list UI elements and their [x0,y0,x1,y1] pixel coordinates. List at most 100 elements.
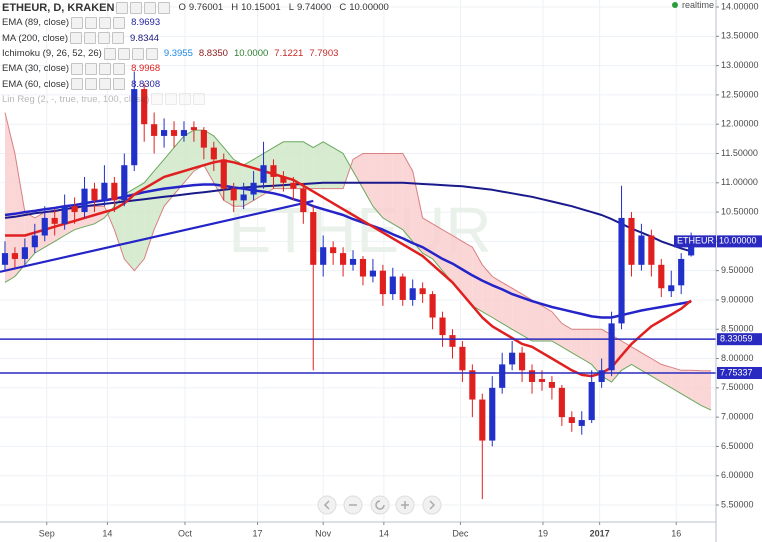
indicator-value: 7.7903 [309,48,339,60]
indicator-name: EMA (30, close) [2,63,70,75]
y-tick-label: 7.00000 [721,412,754,422]
legend-button[interactable] [70,32,82,45]
legend-row: Ichimoku (9, 26, 52, 26) 9.3955 8.8350 10.0… [2,46,389,61]
legend-button[interactable] [103,47,116,60]
scroll-right[interactable] [422,495,442,515]
cloud-segment [492,276,503,324]
candle-body [320,247,327,265]
indicator-value: 10.0000 [233,48,269,60]
y-tick-label: 6.50000 [721,441,754,451]
indicator-name: Lin Reg (2, -, true, true, 100, close) [2,93,150,105]
candle-body [141,89,148,125]
legend-button[interactable] [99,16,112,29]
legend-button[interactable] [113,62,126,75]
navigation-buttons [317,495,442,515]
candle-body [280,176,287,183]
cloud-segment [641,352,652,377]
x-tick-label: Oct [178,528,193,538]
legend-button[interactable] [113,78,126,91]
zoom-in[interactable] [395,495,415,515]
candle-body [230,188,237,201]
legend-button[interactable] [131,47,144,60]
cloud-segment [164,147,175,207]
candle-body [578,420,585,426]
candle-body [260,165,267,183]
candle-body [538,379,546,382]
candle-body [71,206,78,213]
x-tick-label: Sep [39,528,55,538]
legend-button[interactable] [130,1,143,14]
candle-body [1,253,9,265]
candle-body [51,217,58,224]
indicator-name: MA (200, close) [2,32,68,44]
cloud-segment [512,288,523,336]
candle-body [11,253,18,259]
candle-body [608,323,615,371]
candle-body [389,276,396,295]
candle-body [449,335,456,347]
cloud-span-b [4,112,711,372]
legend-button[interactable] [112,32,124,45]
legend-button[interactable] [84,32,96,45]
x-tick-label: 14 [379,528,389,538]
legend-button[interactable] [99,62,112,75]
legend-button[interactable] [113,16,126,29]
cloud-segment [691,370,702,406]
legend-button[interactable] [71,16,84,29]
legend-button[interactable] [151,93,164,106]
candle-body [270,165,277,177]
candle-body [519,352,526,371]
legend-button[interactable] [85,16,98,29]
cloud-segment [452,235,463,295]
scroll-left[interactable] [317,495,337,515]
y-tick-label: 9.50000 [721,265,754,275]
candle-body [290,182,297,189]
legend-row: EMA (89, close) 8.9693 [2,15,389,30]
price-label: 7.75337 [720,367,753,377]
cloud-segment [104,206,115,230]
candle-body [340,253,347,265]
cloud-segment [134,182,145,271]
realtime-status: realtime [671,0,714,10]
candle-body [489,387,496,441]
legend-button[interactable] [116,1,129,14]
cloud-segment [651,358,662,382]
legend-button[interactable] [158,1,171,14]
candle-body [190,127,197,131]
candle-body [61,206,68,224]
legend-button[interactable] [193,93,206,106]
cloud-segment [631,346,642,371]
cloud-segment [701,370,712,411]
legend-button[interactable] [85,62,98,75]
legend-button[interactable] [144,1,157,14]
zoom-out[interactable] [343,495,363,515]
candle-body [310,212,317,265]
candle-body [369,270,376,277]
price-tag-label: 10.00000 [719,236,757,246]
legend-button[interactable] [71,78,84,91]
candle-body [479,399,486,441]
cloud-segment [4,112,15,283]
legend-button[interactable] [117,47,130,60]
legend-button[interactable] [145,47,158,60]
legend-button[interactable] [98,32,110,45]
y-tick-label: 13.00000 [721,60,759,70]
candle-body [618,217,625,324]
legend-button[interactable] [85,78,98,91]
legend-button[interactable] [71,62,84,75]
x-tick-label: 16 [671,528,681,538]
candle-body [210,147,217,160]
legend-button[interactable] [165,93,178,106]
indicator-value: 8.9968 [131,63,161,75]
candle-body [548,381,555,388]
cloud-segment [581,329,592,365]
reset[interactable] [370,495,390,515]
x-tick-label: 17 [253,528,263,538]
cloud-segment [472,247,483,312]
candle-body [101,182,108,201]
legend-button[interactable] [179,93,192,106]
time-axis [0,522,716,542]
price-tag-box [717,235,762,248]
indicator-value: 8.8308 [131,78,161,90]
legend-button[interactable] [99,78,112,91]
